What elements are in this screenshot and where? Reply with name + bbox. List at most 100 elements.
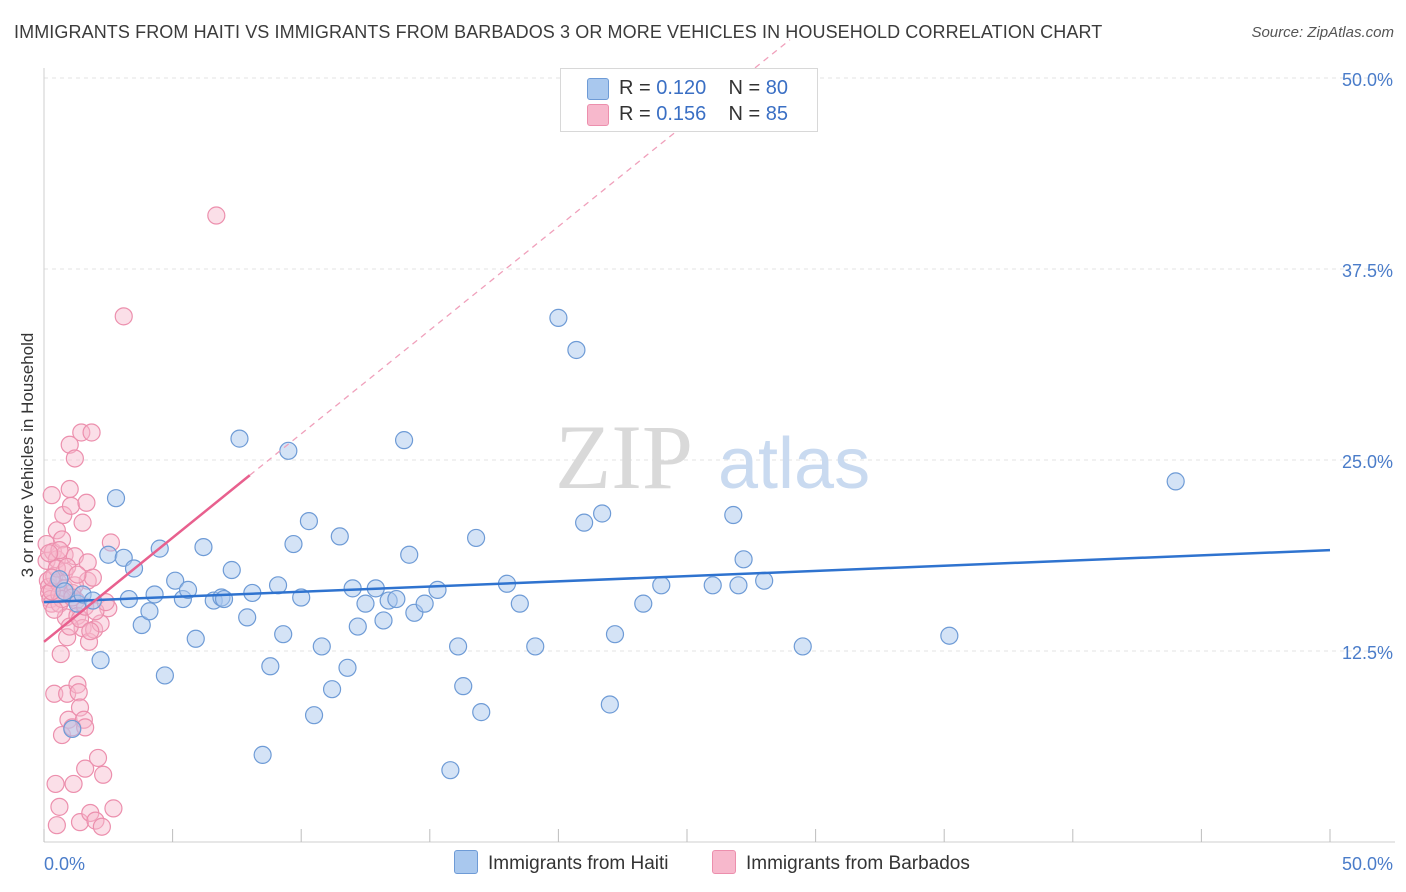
barbados-point — [54, 505, 73, 525]
barbados-point — [81, 622, 100, 641]
barbados-point — [92, 817, 111, 836]
haiti-point — [400, 545, 419, 564]
haiti-point — [140, 602, 159, 621]
barbados-point — [94, 765, 113, 784]
haiti-point — [348, 617, 367, 636]
barbados-point — [64, 774, 83, 794]
barbados-point — [72, 423, 91, 442]
haiti-point — [652, 576, 671, 595]
barbados-point — [51, 644, 70, 664]
haiti-point — [605, 625, 625, 644]
y-tick-label: 37.5% — [1342, 261, 1393, 281]
haiti-point — [55, 582, 74, 601]
haiti-point — [194, 537, 213, 557]
haiti-n-label: N = — [728, 77, 766, 99]
x-tick-label: 50.0% — [1342, 854, 1393, 874]
watermark: ZIP atlas — [555, 406, 870, 508]
y-tick-label: 25.0% — [1342, 452, 1393, 472]
haiti-point — [526, 637, 545, 656]
haiti-point — [567, 340, 586, 360]
barbados-n-value: 85 — [765, 103, 789, 125]
barbados-legend-label: Immigrants from Barbados — [746, 853, 970, 875]
haiti-point — [63, 719, 82, 739]
haiti-point — [253, 745, 272, 765]
haiti-point — [415, 594, 434, 613]
haiti-point — [374, 611, 393, 630]
haiti-point — [755, 571, 774, 590]
haiti-point — [214, 589, 234, 609]
barbados-point — [77, 493, 96, 512]
haiti-legend-swatch — [454, 850, 478, 874]
barbados-point — [42, 486, 61, 505]
haiti-point — [448, 637, 468, 656]
haiti-point — [703, 576, 722, 595]
haiti-point — [292, 588, 311, 607]
haiti-point — [304, 706, 324, 725]
barbados-point — [68, 565, 87, 584]
haiti-point — [99, 545, 118, 564]
haiti-point — [593, 504, 612, 523]
barbados-point — [45, 684, 64, 703]
barbados-points — [37, 206, 226, 836]
haiti-point — [940, 626, 959, 645]
haiti-point — [261, 657, 280, 676]
haiti-point — [312, 637, 331, 656]
barbados-point — [114, 307, 133, 326]
haiti-point — [634, 594, 653, 613]
haiti-swatch — [587, 78, 609, 100]
grid-lines — [44, 77, 1395, 652]
source-credit: Source: ZipAtlas.com — [1251, 24, 1394, 41]
stats-legend: R = 0.120 N = 80 R = 0.156 N = 85 — [560, 68, 818, 132]
barbados-point — [47, 521, 66, 540]
barbados-point — [83, 568, 102, 587]
haiti-legend-label: Immigrants from Haiti — [488, 853, 669, 875]
haiti-point — [338, 658, 357, 677]
barbados-point — [61, 496, 81, 515]
barbados-point — [40, 544, 59, 563]
barbados-point — [47, 816, 66, 835]
haiti-trend-line — [43, 548, 1331, 604]
haiti-point — [729, 576, 748, 595]
haiti-point — [322, 680, 342, 699]
haiti-point — [299, 512, 319, 531]
barbados-trend-line — [43, 474, 251, 643]
watermark-atlas: atlas — [718, 424, 870, 504]
haiti-point — [274, 625, 293, 644]
haiti-r-value: 0.120 — [656, 77, 707, 99]
barbados-point — [46, 774, 65, 794]
haiti-point — [387, 589, 406, 609]
legend-item-haiti: Immigrants from Haiti — [454, 850, 669, 876]
haiti-point — [600, 695, 619, 714]
haiti-point — [106, 489, 126, 508]
haiti-point — [1166, 472, 1185, 491]
haiti-point — [145, 585, 164, 604]
barbados-legend-swatch — [712, 850, 736, 874]
barbados-point — [73, 513, 92, 532]
haiti-point — [284, 534, 303, 554]
barbados-point — [69, 683, 88, 702]
axis-labels: 12.5% 25.0% 37.5% 50.0% 0.0% 50.0% — [44, 70, 1393, 874]
chart-title: IMMIGRANTS FROM HAITI VS IMMIGRANTS FROM… — [14, 22, 1103, 42]
haiti-point — [454, 677, 473, 696]
haiti-points — [50, 308, 1185, 780]
haiti-point — [466, 528, 486, 548]
haiti-point — [441, 761, 460, 780]
barbados-r-label: R = — [619, 103, 657, 125]
haiti-point — [155, 666, 174, 685]
haiti-point — [222, 560, 241, 580]
barbados-r-value: 0.156 — [656, 103, 707, 125]
barbados-point — [76, 759, 95, 778]
haiti-r-label: R = — [619, 77, 657, 99]
barbados-point — [104, 799, 123, 818]
barbados-point — [45, 600, 64, 619]
haiti-point — [549, 308, 568, 327]
barbados-point — [68, 675, 87, 694]
barbados-swatch — [587, 104, 609, 126]
watermark-zip: ZIP — [555, 406, 693, 508]
barbados-point — [207, 206, 226, 225]
haiti-point — [356, 594, 375, 613]
haiti-point — [394, 431, 414, 450]
haiti-point — [132, 615, 151, 635]
haiti-point — [793, 637, 812, 656]
y-tick-label: 12.5% — [1342, 643, 1393, 663]
